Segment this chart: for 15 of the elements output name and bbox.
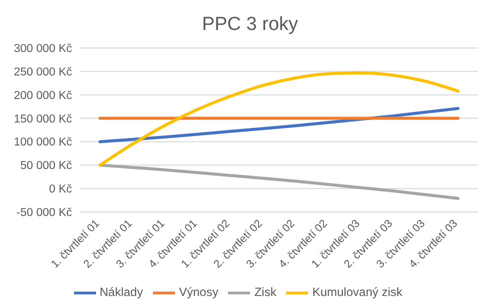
legend-label: Výnosy (178, 285, 218, 300)
line-series (98, 71, 460, 167)
y-tick-label: 200 000 Kč (14, 90, 72, 102)
legend-label: Kumulovaný zisk (312, 285, 402, 300)
y-tick-label: -50 000 Kč (16, 207, 72, 219)
line-series (98, 164, 460, 200)
y-tick-label: 250 000 Kč (14, 66, 72, 78)
legend-label: Náklady (100, 285, 143, 300)
chart-title: PPC 3 roky (200, 13, 300, 37)
y-tick-label: 300 000 Kč (14, 43, 72, 55)
y-tick-label: 50 000 Kč (20, 160, 72, 172)
y-tick-label: 0 Kč (48, 184, 72, 196)
legend-label: Zisk (254, 285, 276, 300)
y-tick-label: 100 000 Kč (14, 136, 72, 149)
y-tick-label: 150 000 Kč (14, 113, 72, 126)
